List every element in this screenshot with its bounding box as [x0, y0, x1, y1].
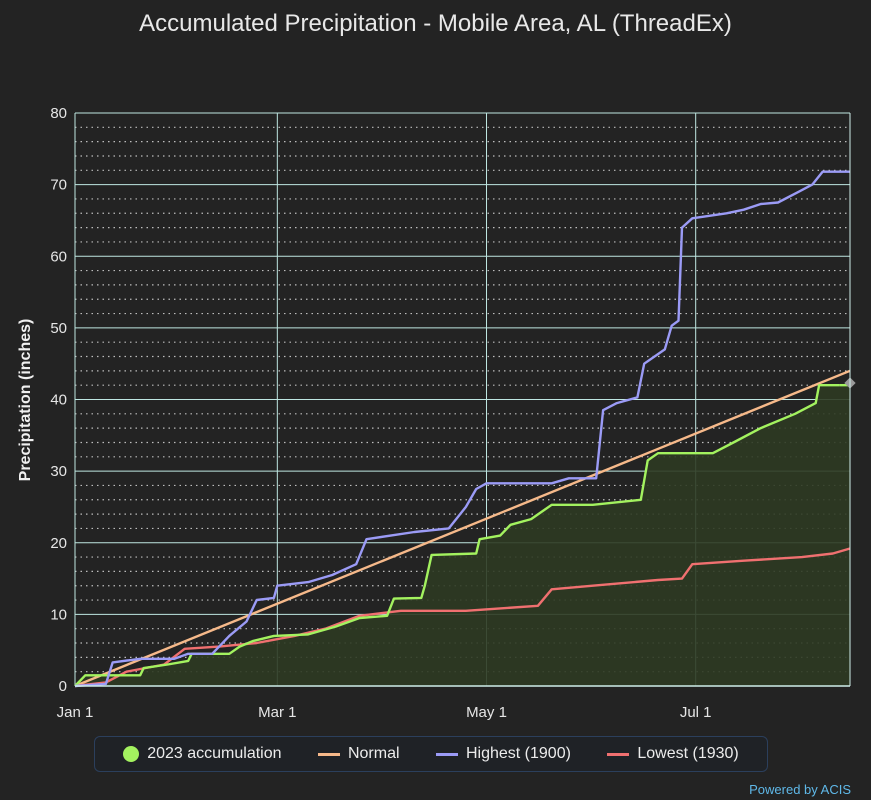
series-highest-1900 — [74, 170, 850, 688]
legend-label-2023: 2023 accumulation — [147, 745, 282, 762]
powered-by-link[interactable]: Powered by ACIS — [749, 782, 851, 797]
tick-labels: 0 10 20 30 40 50 60 70 80 Jan 1 Mar 1 May 1 Jul 1 — [50, 105, 711, 721]
legend-item-2023[interactable]: 2023 accumulation — [123, 745, 282, 763]
x-tick-label: Mar 1 — [258, 704, 296, 721]
x-tick-label: Jul 1 — [680, 704, 712, 721]
legend-label-highest: Highest (1900) — [465, 745, 571, 762]
axes — [75, 113, 851, 687]
legend-item-highest[interactable]: Highest (1900) — [435, 745, 571, 763]
y-tick-label: 20 — [50, 535, 67, 552]
y-tick-label: 30 — [50, 463, 67, 480]
series-normal — [74, 369, 851, 688]
x-tick-label: May 1 — [466, 704, 507, 721]
y-tick-label: 60 — [50, 248, 67, 265]
accumulation-area — [75, 385, 850, 686]
legend-item-normal[interactable]: Normal — [317, 745, 400, 763]
legend-swatch-normal — [317, 752, 340, 756]
legend-label-lowest: Lowest (1930) — [637, 745, 739, 762]
y-tick-label: 50 — [50, 320, 67, 337]
series-lines — [74, 170, 856, 688]
legend-swatch-2023 — [123, 746, 140, 762]
legend-item-lowest[interactable]: Lowest (1930) — [607, 745, 739, 763]
legend-swatch-highest — [435, 752, 458, 756]
y-tick-label: 40 — [50, 392, 67, 409]
legend-swatch-lowest — [607, 752, 630, 756]
y-tick-label: 0 — [59, 678, 67, 695]
legend: 2023 accumulation Normal Highest (1900) … — [94, 736, 768, 772]
legend-label-normal: Normal — [347, 745, 400, 762]
series-lowest-1930 — [74, 547, 851, 688]
y-tick-label: 80 — [50, 105, 67, 122]
chart-title: Accumulated Precipitation - Mobile Area,… — [139, 10, 732, 37]
accumulation-fill — [75, 385, 850, 686]
y-tick-label: 70 — [50, 177, 67, 194]
x-tick-label: Jan 1 — [57, 704, 94, 721]
y-tick-label: 10 — [50, 606, 67, 623]
